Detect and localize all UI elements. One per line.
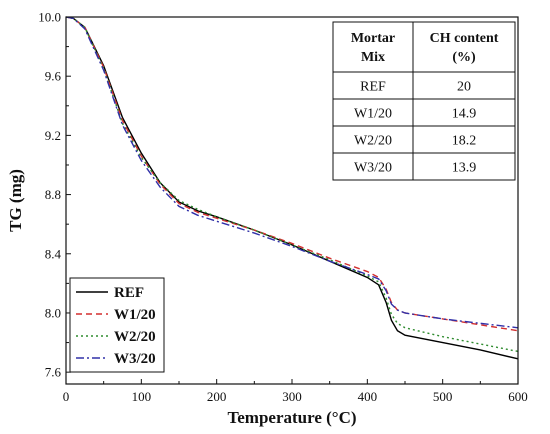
- table-cell: W3/20: [354, 161, 392, 176]
- x-tick-label: 200: [207, 389, 227, 404]
- series-line-w3-20: [65, 16, 519, 329]
- table-header-cell: Mix: [361, 50, 385, 65]
- y-axis-title: TG (mg): [6, 169, 25, 232]
- table-header-cell: CH content: [430, 31, 499, 46]
- x-axis-title: Temperature (°C): [227, 408, 356, 427]
- legend: REF W1/20 W2/20 W3/20: [69, 277, 165, 373]
- legend-label: W3/20: [114, 351, 156, 367]
- legend-label: W1/20: [114, 307, 156, 323]
- x-tick-label: 600: [508, 389, 528, 404]
- y-tick-label: 7.6: [45, 365, 62, 380]
- y-tick-label: 8.4: [45, 246, 62, 261]
- x-tick-label: 100: [132, 389, 152, 404]
- legend-label: REF: [114, 285, 144, 301]
- x-tick-label: 400: [358, 389, 378, 404]
- table-header-cell: (%): [452, 50, 476, 65]
- table-cell: W2/20: [354, 134, 392, 149]
- table-cell: 18.2: [452, 134, 477, 149]
- table-cell: 13.9: [452, 161, 477, 176]
- x-tick-label: 0: [63, 389, 70, 404]
- table-cell: REF: [360, 80, 386, 95]
- y-tick-label: 8.8: [45, 187, 61, 202]
- plot-content: [65, 16, 519, 360]
- table-cell: W1/20: [354, 107, 392, 122]
- table-frame: [332, 21, 516, 181]
- y-tick-label: 8.0: [45, 305, 61, 320]
- y-tick-label: 9.2: [45, 128, 61, 143]
- axes: 0 100 200 300 400 500 600 7.6 8.0 8.4 8.8 9.2 9.6 10.…: [6, 10, 528, 428]
- y-tick-label: 10.0: [38, 10, 61, 25]
- table-header-cell: Mortar: [351, 31, 395, 46]
- x-tick-label: 500: [433, 389, 453, 404]
- y-tick-label: 9.6: [45, 69, 62, 84]
- legend-label: W2/20: [114, 329, 156, 345]
- legend-box: [69, 277, 165, 373]
- ch-content-table: Mortar Mix CH content (%) REF 20 W1/20 14.9 W2/2…: [332, 21, 516, 181]
- table-cell: 14.9: [452, 107, 477, 122]
- series-line-w1-20: [65, 16, 519, 332]
- x-tick-label: 300: [282, 389, 302, 404]
- table-cell: 20: [457, 80, 471, 95]
